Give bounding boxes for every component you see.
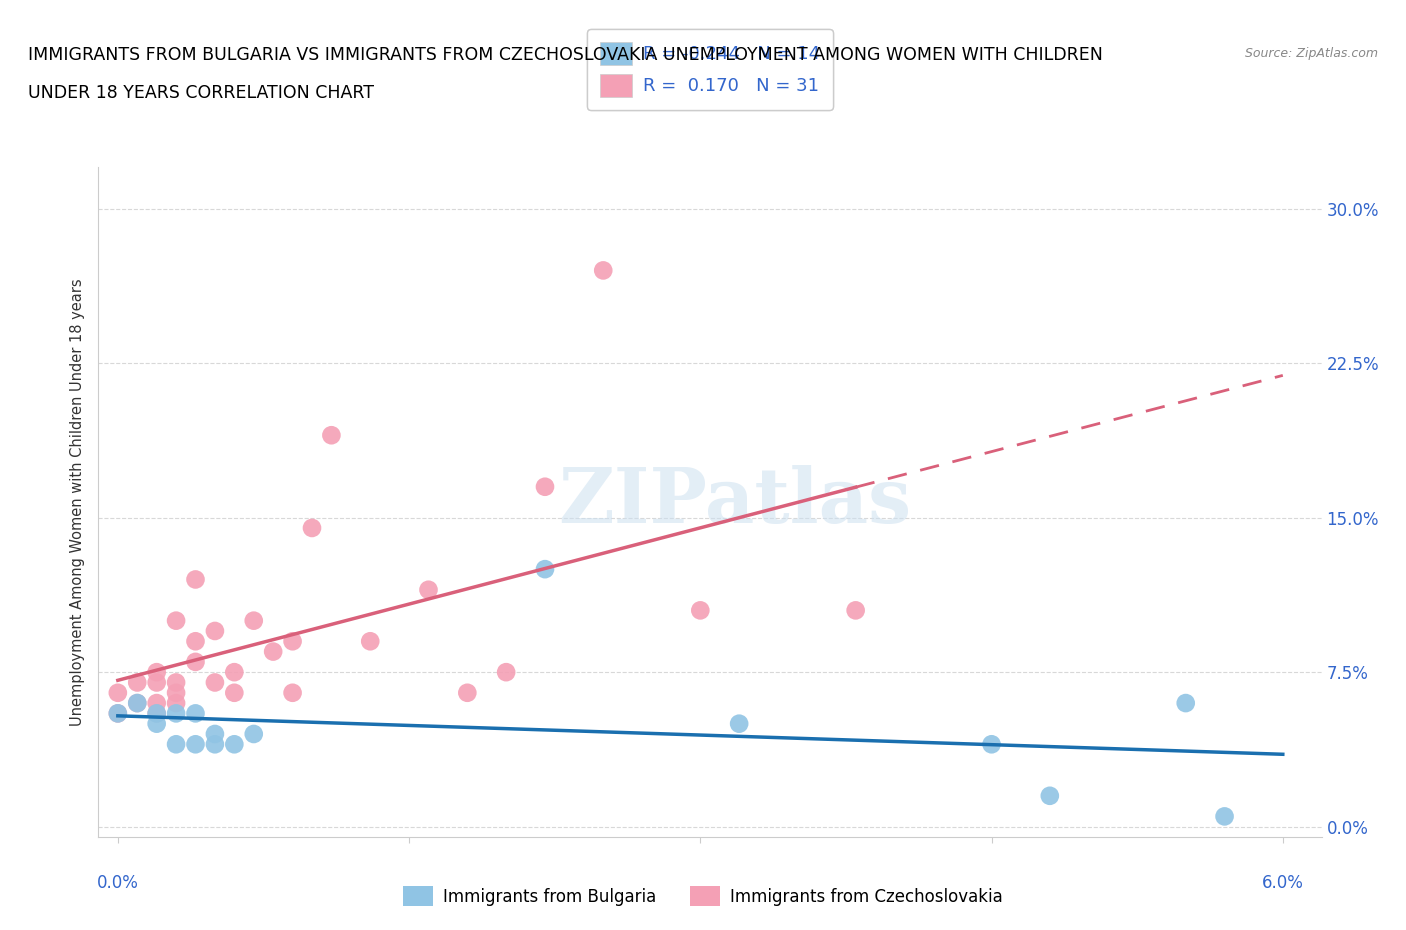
Point — [1174, 696, 1197, 711]
Point — [165, 613, 187, 628]
Point — [321, 428, 343, 443]
Point — [165, 706, 187, 721]
Point — [534, 562, 557, 577]
Point — [184, 706, 207, 721]
Point — [184, 655, 207, 670]
Point — [204, 737, 226, 751]
Point — [127, 696, 149, 711]
Point — [224, 737, 246, 751]
Point — [184, 634, 207, 649]
Text: UNDER 18 YEARS CORRELATION CHART: UNDER 18 YEARS CORRELATION CHART — [28, 84, 374, 101]
Point — [456, 685, 478, 700]
Point — [242, 613, 264, 628]
Legend: Immigrants from Bulgaria, Immigrants from Czechoslovakia: Immigrants from Bulgaria, Immigrants fro… — [396, 880, 1010, 912]
Point — [301, 521, 323, 536]
Point — [165, 737, 187, 751]
Point — [127, 675, 149, 690]
Point — [980, 737, 1002, 751]
Point — [592, 263, 614, 278]
Point — [281, 685, 304, 700]
Text: 0.0%: 0.0% — [97, 874, 139, 892]
Text: Source: ZipAtlas.com: Source: ZipAtlas.com — [1244, 46, 1378, 60]
Point — [184, 572, 207, 587]
Point — [127, 696, 149, 711]
Point — [145, 665, 167, 680]
Y-axis label: Unemployment Among Women with Children Under 18 years: Unemployment Among Women with Children U… — [70, 278, 86, 726]
Point — [145, 696, 167, 711]
Point — [418, 582, 440, 597]
Legend: R = -0.244   N = 14, R =  0.170   N = 31: R = -0.244 N = 14, R = 0.170 N = 31 — [588, 29, 832, 110]
Point — [281, 634, 304, 649]
Text: IMMIGRANTS FROM BULGARIA VS IMMIGRANTS FROM CZECHOSLOVAKIA UNEMPLOYMENT AMONG WO: IMMIGRANTS FROM BULGARIA VS IMMIGRANTS F… — [28, 46, 1102, 64]
Text: 6.0%: 6.0% — [1261, 874, 1303, 892]
Point — [107, 706, 129, 721]
Point — [165, 696, 187, 711]
Point — [1039, 789, 1062, 804]
Point — [728, 716, 751, 731]
Point — [145, 716, 167, 731]
Point — [224, 685, 246, 700]
Point — [184, 737, 207, 751]
Point — [107, 685, 129, 700]
Point — [845, 603, 868, 618]
Point — [262, 644, 284, 659]
Point — [204, 726, 226, 741]
Point — [1213, 809, 1236, 824]
Point — [165, 675, 187, 690]
Point — [359, 634, 381, 649]
Text: ZIPatlas: ZIPatlas — [558, 465, 911, 539]
Point — [145, 706, 167, 721]
Point — [242, 726, 264, 741]
Point — [689, 603, 711, 618]
Point — [204, 675, 226, 690]
Point — [107, 706, 129, 721]
Point — [145, 675, 167, 690]
Point — [145, 706, 167, 721]
Point — [204, 623, 226, 638]
Point — [534, 479, 557, 494]
Point — [495, 665, 517, 680]
Point — [224, 665, 246, 680]
Point — [165, 685, 187, 700]
